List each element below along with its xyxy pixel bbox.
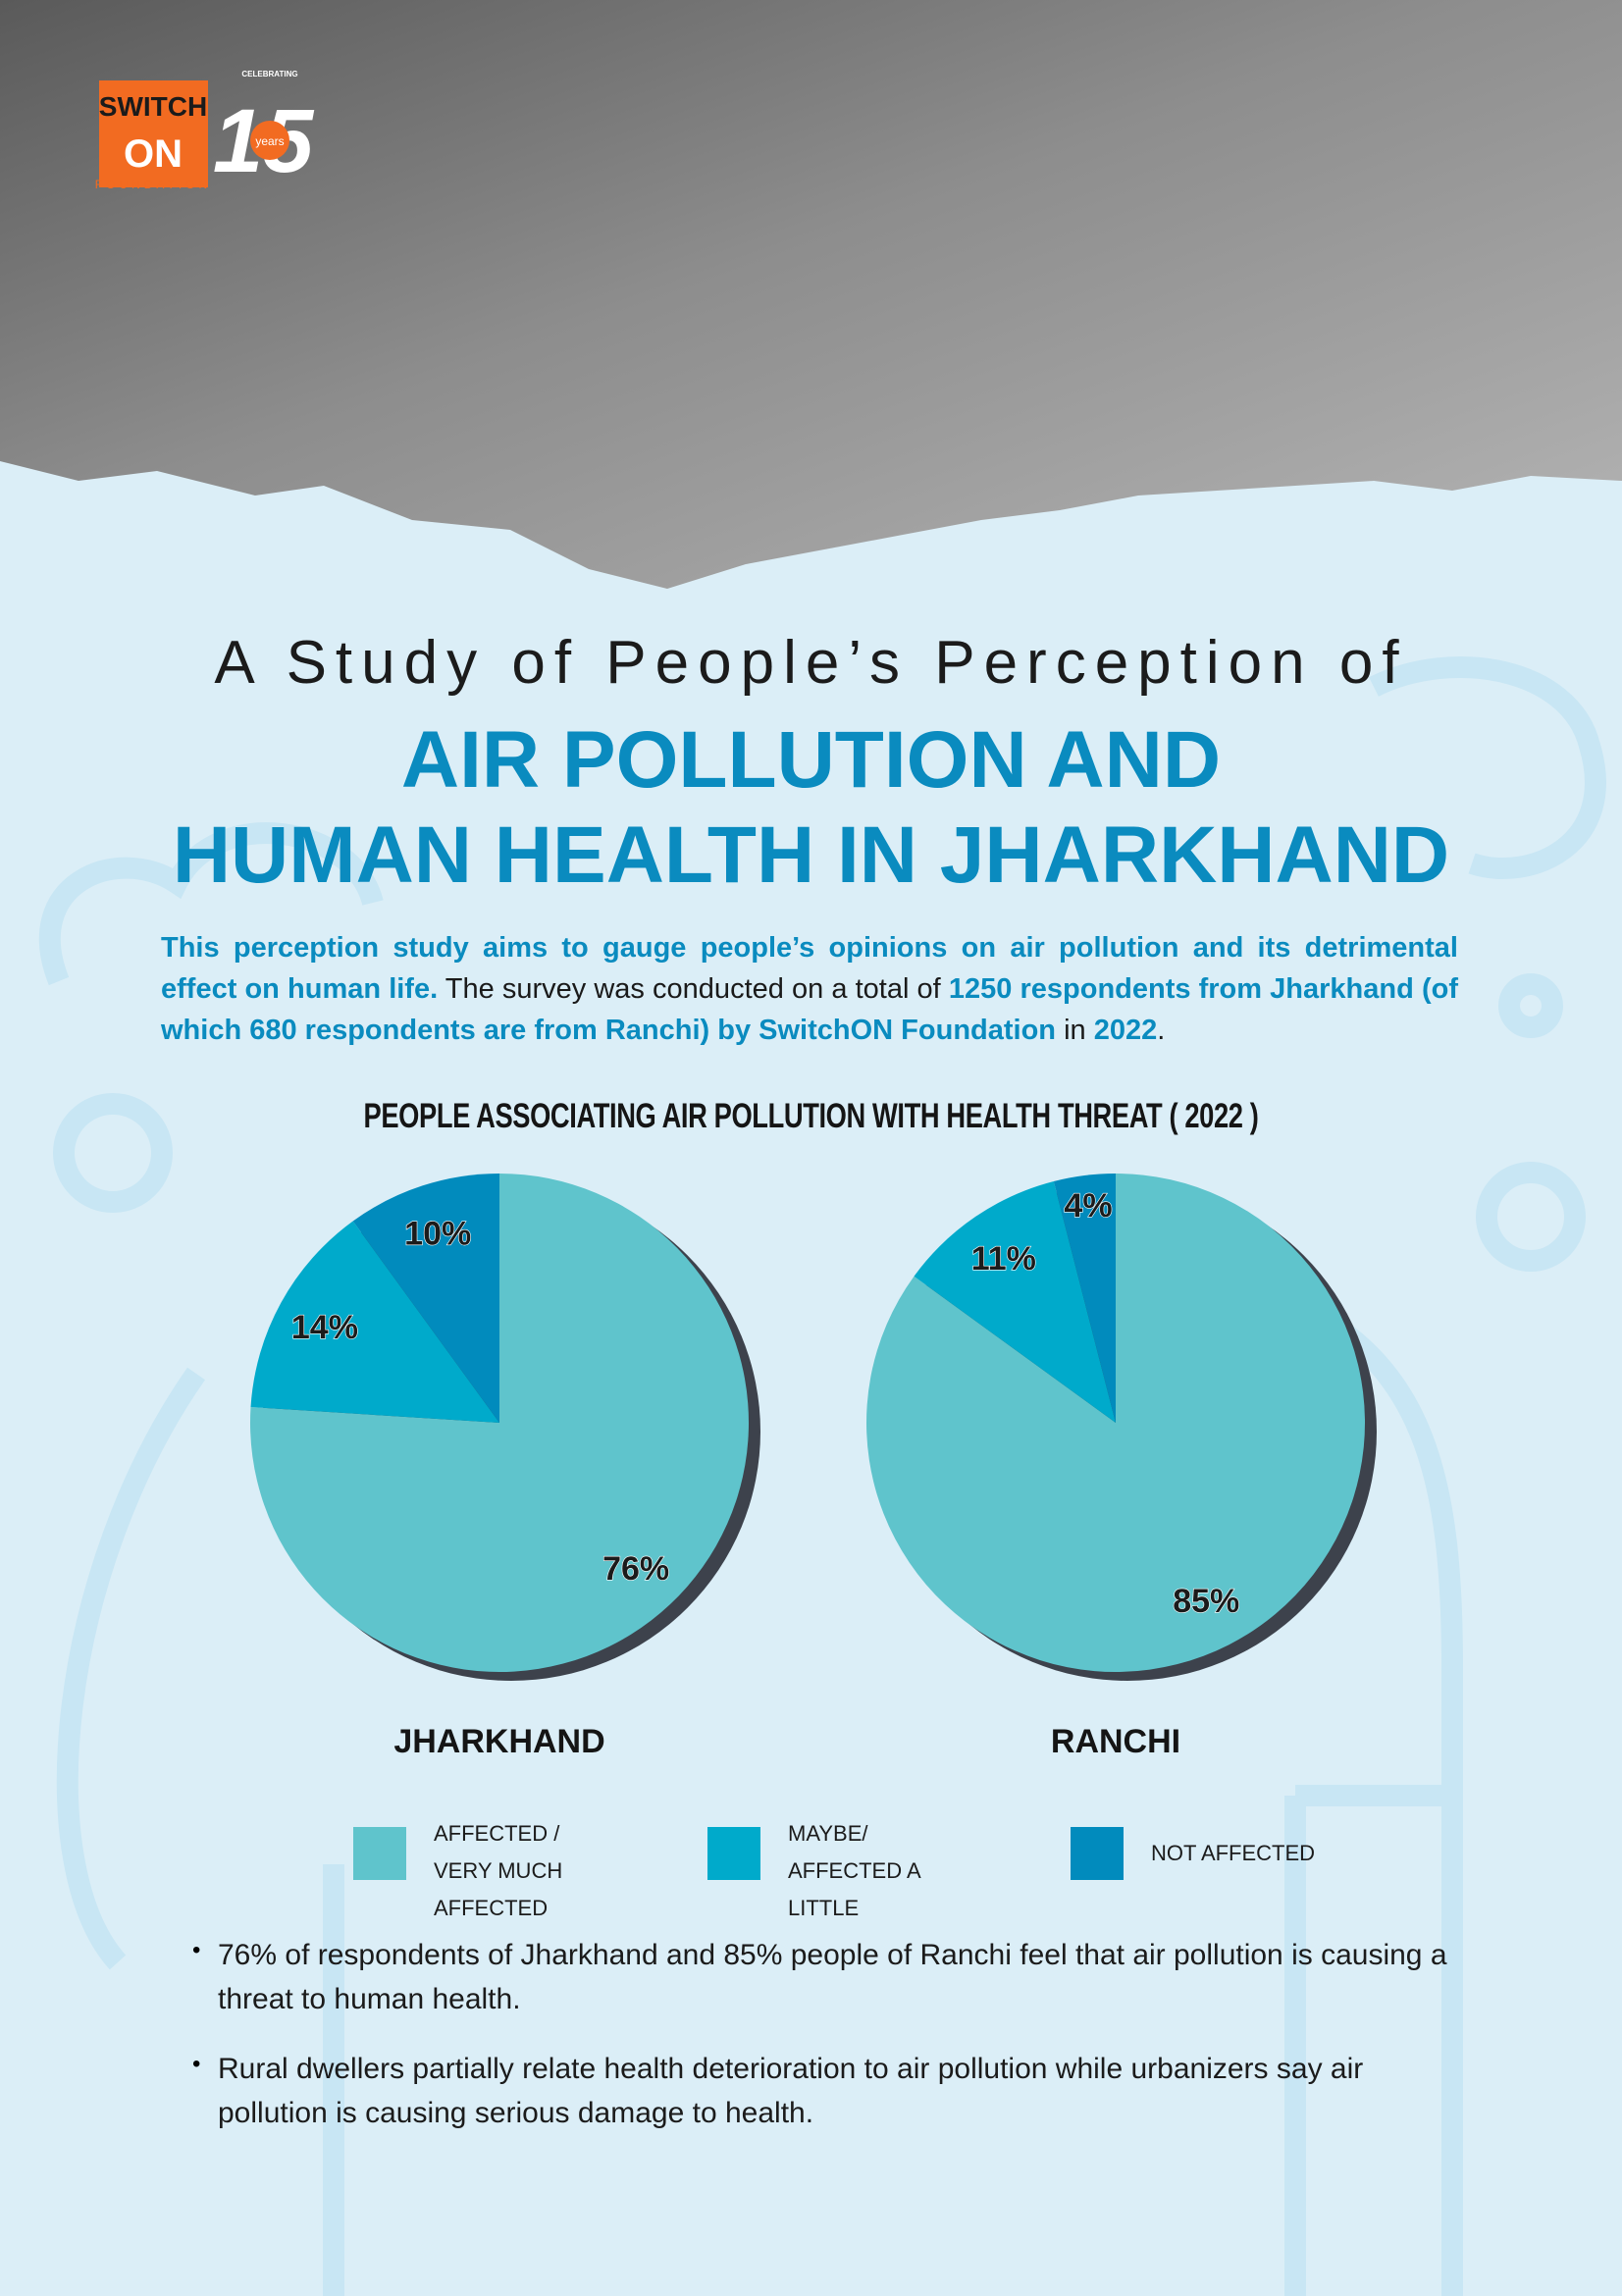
legend-swatch [353,1827,406,1880]
bullet-text: 76% of respondents of Jharkhand and 85% … [218,1939,1447,2015]
bullet-dot: • [192,2051,201,2077]
logo-text: ON [124,132,183,176]
value-label: 11% [971,1240,1036,1278]
intro-segment: 2022 [1093,1015,1158,1046]
kicker: A Study of People’s Perception of [214,629,1408,697]
value-label: 4% [1064,1187,1112,1225]
logo-text: SWITCH [99,91,207,122]
title: HUMAN HEALTH IN JHARKHAND [172,810,1450,900]
intro: This perception study aims to gauge peop… [161,927,1458,1051]
legend-swatch [707,1827,760,1880]
logo-text: CELEBRATING [241,70,297,78]
logo-text: years [255,134,284,148]
intro-segment: in [1056,1015,1094,1046]
intro-segment: 1250 respondents from Jharkhand (of whic… [161,973,1458,1046]
logo-badge [250,121,289,160]
pie-slice [914,1180,1116,1423]
value-label: 14% [291,1309,358,1346]
intro-segment: The survey was conducted on a total of [438,973,949,1005]
title: AIR POLLUTION AND [400,715,1222,805]
value-label: 85% [1173,1583,1239,1620]
charts: 76% 14% 10% JHARKHAND 85% 11% 4% RANCHI [250,1174,1377,1760]
bullet-text: Rural dwellers partially relate health d… [218,2053,1364,2129]
pie-slice [352,1174,499,1423]
intro-segment: This perception study aims to gauge peop… [161,932,1458,1005]
logo-box [99,80,208,187]
pie-title: JHARKHAND [393,1723,604,1760]
intro-segment: . [1157,1015,1166,1046]
legend-label: NOT AFFECTED [1151,1841,1316,1865]
bullet-dot: • [192,1937,201,1963]
torn-edge [0,461,1622,589]
pie-slice [1053,1174,1116,1423]
legend-label: AFFECTED / VERY MUCH AFFECTED [434,1821,563,1920]
chart-heading: PEOPLE ASSOCIATING AIR POLLUTION WITH HE… [363,1097,1259,1135]
legend-label: MAYBE/ AFFECTED A LITTLE [788,1821,920,1920]
legend-swatch [1071,1827,1124,1880]
value-label: 10% [404,1216,471,1253]
logo-text: FOUNDATION [95,178,211,191]
pie-slice [250,1221,499,1423]
pie-title: RANCHI [1051,1723,1180,1760]
value-label: 76% [602,1550,669,1588]
